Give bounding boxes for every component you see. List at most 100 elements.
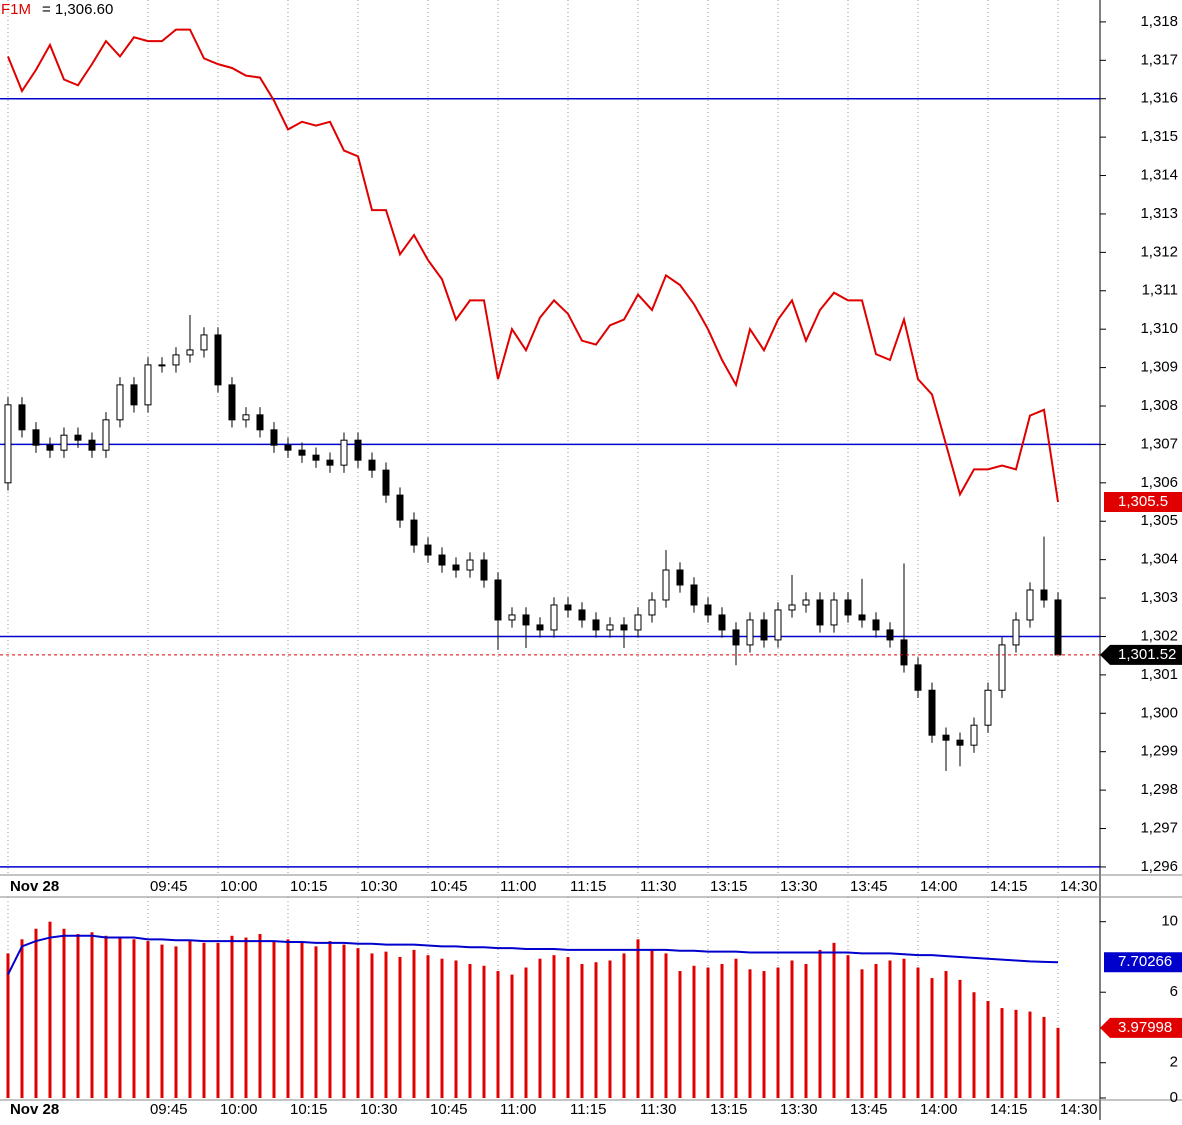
value-box-label: 1,305.5: [1118, 493, 1168, 510]
candle-body: [676, 569, 684, 586]
candle-body: [858, 614, 866, 621]
candle-body: [522, 614, 530, 626]
y-tick-label: 1,310: [1140, 320, 1178, 337]
volume-bar: [48, 921, 52, 1098]
volume-bar: [132, 939, 136, 1098]
candle-body: [578, 609, 586, 621]
volume-bar: [34, 928, 38, 1098]
candle-body: [760, 619, 768, 641]
y-tick-label: 1,304: [1140, 551, 1178, 568]
volume-bar: [608, 960, 612, 1098]
candle-body: [662, 569, 670, 601]
candle-body: [928, 689, 936, 736]
volume-bar: [874, 964, 878, 1098]
x-tick-label: 13:45: [850, 878, 888, 895]
candle-body: [368, 459, 376, 471]
candle-body: [830, 599, 838, 626]
volume-bar: [300, 942, 304, 1098]
candle-body: [46, 444, 54, 451]
y-tick-label: 1,303: [1140, 589, 1178, 606]
volume-bar: [734, 958, 738, 1098]
price-line: [7, 28, 1059, 503]
volume-bar: [958, 979, 962, 1098]
volume-bar: [790, 960, 794, 1098]
volume-bar: [258, 934, 262, 1098]
x-tick-label: 11:15: [570, 1101, 606, 1118]
candle-body: [410, 519, 418, 546]
volume-bar: [1014, 1009, 1018, 1098]
value-box-label: 1,301.52: [1118, 646, 1176, 663]
volume-bar: [454, 960, 458, 1098]
candle-body: [88, 439, 96, 451]
volume-bar: [1028, 1011, 1032, 1098]
x-tick-label: 14:15: [990, 878, 1028, 895]
candle-body: [774, 609, 782, 641]
x-tick-label: 13:30: [780, 1101, 818, 1118]
candle-body: [340, 439, 348, 466]
volume-bar: [692, 965, 696, 1098]
volume-bar: [594, 962, 598, 1098]
legend-name: F1M: [1, 1, 31, 18]
x-tick-label: Nov 28: [10, 878, 59, 895]
volume-bar: [776, 967, 780, 1098]
candle-body: [942, 734, 950, 741]
candle-body: [130, 384, 138, 406]
volume-bar: [202, 942, 206, 1098]
volume-bar: [90, 932, 94, 1098]
x-tick-label: 13:45: [850, 1101, 888, 1118]
y-tick-label: 1,298: [1140, 781, 1178, 798]
value-box: [1104, 492, 1182, 513]
candle-body: [1026, 589, 1034, 621]
candle-body: [396, 494, 404, 521]
volume-bar: [468, 964, 472, 1098]
y-tick-label: 1,316: [1140, 90, 1178, 107]
x-tick-label: 09:45: [150, 878, 188, 895]
volume-bar: [510, 974, 514, 1098]
value-box: [1100, 644, 1182, 665]
y-tick-label: 1,308: [1140, 397, 1178, 414]
x-tick-label: 10:30: [360, 878, 398, 895]
candle-body: [354, 439, 362, 461]
volume-bar: [566, 956, 570, 1098]
candle-body: [536, 624, 544, 631]
candle-body: [984, 689, 992, 726]
volume-bar: [972, 992, 976, 1098]
y-tick-label: 1,311: [1142, 282, 1178, 299]
candle-body: [802, 599, 810, 606]
y-tick-label: 10: [1161, 913, 1178, 930]
volume-bar: [160, 944, 164, 1098]
y-tick-label: 1,317: [1140, 51, 1178, 68]
volume-bar: [846, 955, 850, 1098]
volume-bar: [272, 941, 276, 1098]
volume-bar: [398, 956, 402, 1098]
x-tick-label: 13:15: [710, 1101, 748, 1118]
candle-body: [564, 604, 572, 611]
volume-bar: [370, 953, 374, 1098]
volume-bar: [678, 971, 682, 1098]
x-tick-label: 11:30: [640, 1101, 676, 1118]
x-tick-label: 13:30: [780, 878, 818, 895]
volume-bar: [118, 937, 122, 1098]
volume-bar: [860, 969, 864, 1098]
volume-bar: [622, 953, 626, 1098]
candle-body: [214, 334, 222, 386]
x-tick-label: 10:45: [430, 878, 468, 895]
x-tick-label: 09:45: [150, 1101, 188, 1118]
x-tick-label: 11:30: [640, 878, 676, 895]
volume-bar: [482, 965, 486, 1098]
volume-bar: [244, 937, 248, 1098]
candle-body: [4, 404, 12, 484]
candle-body: [788, 604, 796, 611]
candle-body: [172, 354, 180, 366]
x-tick-label: 10:15: [290, 1101, 328, 1118]
x-tick-label: 10:45: [430, 1101, 468, 1118]
candle-body: [200, 334, 208, 351]
candle-body: [550, 604, 558, 631]
volume-bar: [916, 967, 920, 1098]
volume-bar: [720, 964, 724, 1098]
volume-bar: [342, 944, 346, 1098]
candle-body: [970, 724, 978, 746]
volume-bar: [888, 960, 892, 1098]
